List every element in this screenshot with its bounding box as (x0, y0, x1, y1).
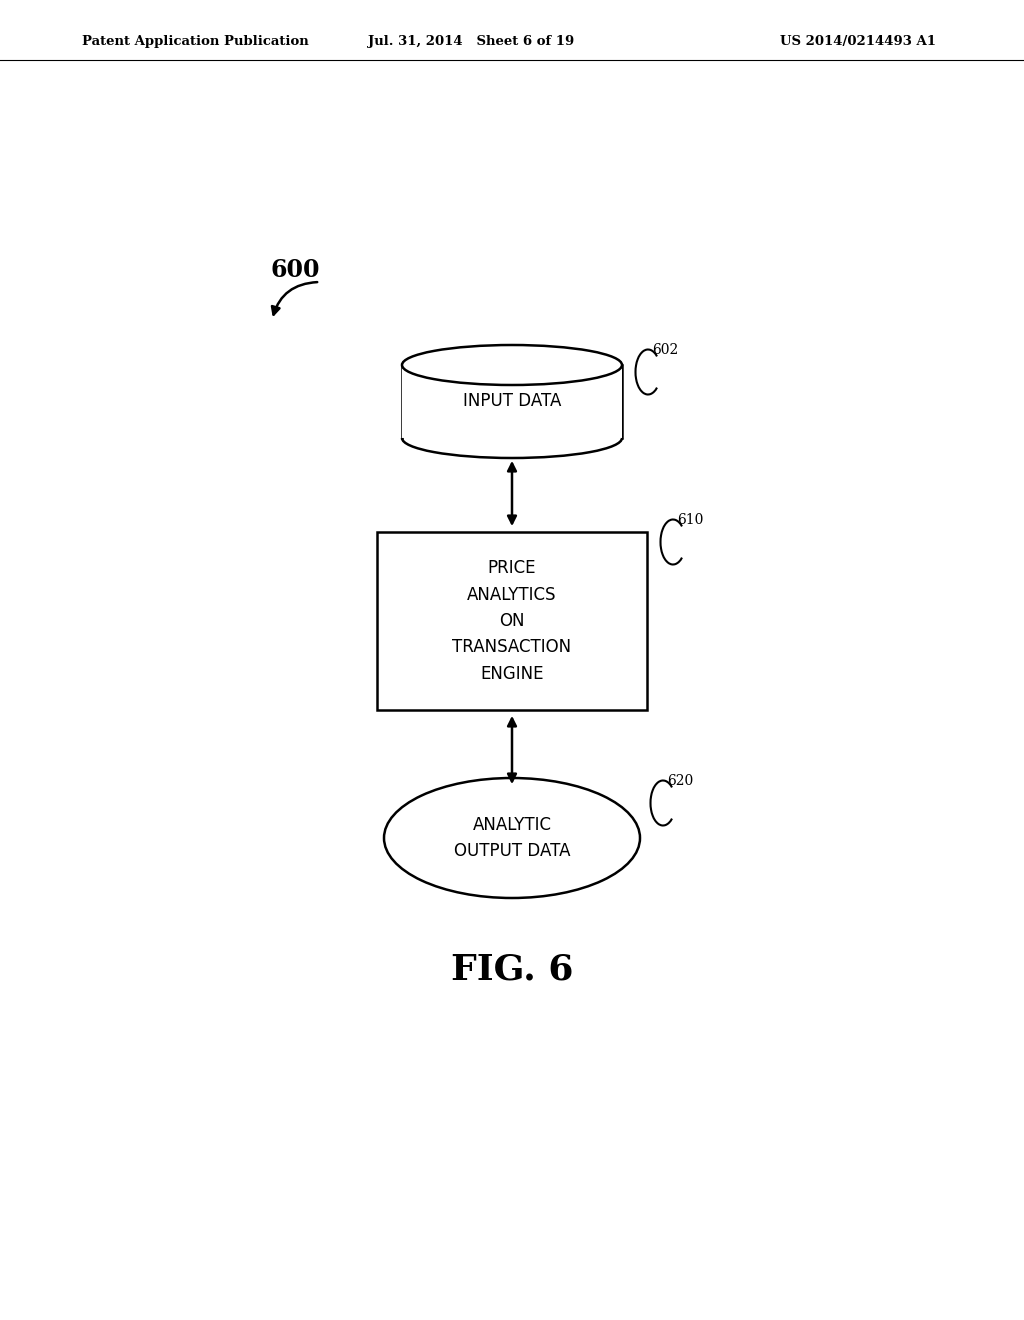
Ellipse shape (402, 345, 622, 385)
Text: 602: 602 (652, 343, 678, 356)
Text: ANALYTIC
OUTPUT DATA: ANALYTIC OUTPUT DATA (454, 817, 570, 859)
Text: 620: 620 (667, 774, 693, 788)
Text: Patent Application Publication: Patent Application Publication (82, 36, 309, 49)
Text: 610: 610 (677, 513, 703, 527)
Text: FIG. 6: FIG. 6 (451, 953, 573, 987)
Bar (402, 366, 622, 438)
Text: US 2014/0214493 A1: US 2014/0214493 A1 (780, 36, 936, 49)
Text: 600: 600 (270, 257, 319, 282)
Text: INPUT DATA: INPUT DATA (463, 392, 561, 411)
Text: PRICE
ANALYTICS
ON
TRANSACTION
ENGINE: PRICE ANALYTICS ON TRANSACTION ENGINE (453, 560, 571, 682)
Bar (377, 532, 647, 710)
Ellipse shape (384, 777, 640, 898)
Text: Jul. 31, 2014   Sheet 6 of 19: Jul. 31, 2014 Sheet 6 of 19 (368, 36, 574, 49)
